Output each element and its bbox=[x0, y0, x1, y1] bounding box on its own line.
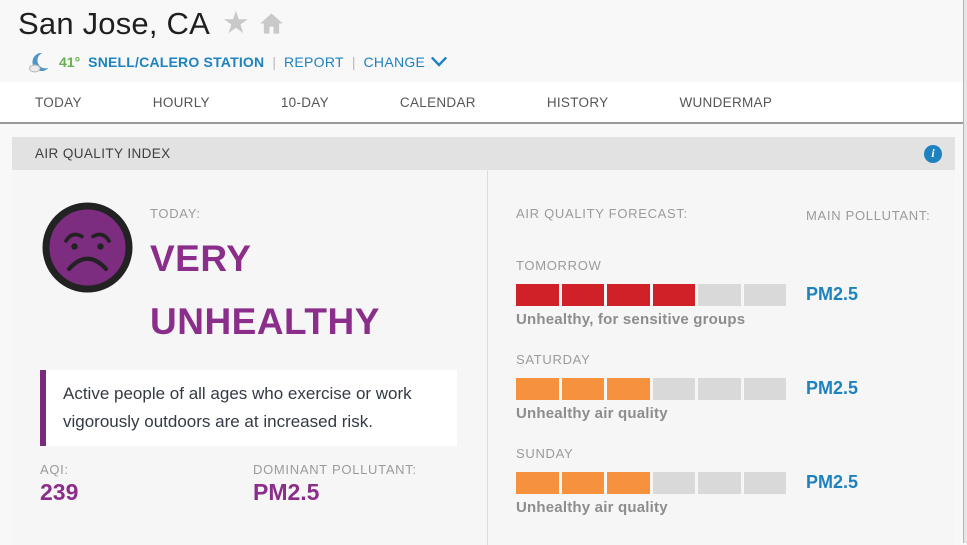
aqi-bar-segment bbox=[698, 378, 741, 400]
aqi-level-bar bbox=[516, 472, 786, 494]
station-name-link[interactable]: SNELL/CALERO STATION bbox=[88, 53, 265, 70]
aqi-bar-segment bbox=[516, 284, 559, 306]
forecast-main-pollutant: PM2.5 bbox=[806, 378, 859, 398]
aqi-bar-segment bbox=[652, 284, 695, 306]
aqi-value: 239 bbox=[40, 479, 79, 505]
forecast-row-sunday: SUNDAY Unhealthy air quality PM2.5 bbox=[516, 446, 945, 516]
location-row: San Jose, CA ★ bbox=[18, 3, 967, 45]
aqi-bar-segment bbox=[698, 472, 741, 494]
night-cloudy-icon bbox=[28, 52, 51, 73]
aqi-bar-segment bbox=[607, 378, 650, 400]
tab-calendar[interactable]: CALENDAR bbox=[399, 94, 476, 110]
forecast-row-saturday: SATURDAY Unhealthy air quality PM2.5 bbox=[516, 352, 945, 422]
chevron-down-icon bbox=[431, 56, 447, 67]
dominant-pollutant-value: PM2.5 bbox=[253, 479, 320, 505]
page-header: San Jose, CA ★ 41° SNELL/CALERO STATION … bbox=[0, 0, 967, 73]
today-label: TODAY: bbox=[150, 206, 201, 221]
module-body: TODAY: VERY UNHEALTHY Active people of a… bbox=[12, 170, 955, 545]
change-station-button[interactable]: CHANGE bbox=[364, 54, 448, 70]
aqi-bar-segment bbox=[743, 378, 786, 400]
change-link-label: CHANGE bbox=[363, 53, 426, 70]
separator: | bbox=[272, 53, 276, 70]
tab-hourly[interactable]: HOURLY bbox=[152, 94, 210, 110]
forecast-main-pollutant: PM2.5 bbox=[806, 284, 859, 304]
health-advisory: Active people of all ages who exercise o… bbox=[40, 370, 457, 446]
aqi-forecast-panel: AIR QUALITY FORECAST: MAIN POLLUTANT: TO… bbox=[488, 170, 955, 545]
aqi-bar-segment bbox=[561, 284, 604, 306]
favorite-star-icon[interactable]: ★ bbox=[221, 4, 250, 40]
tab-today[interactable]: TODAY bbox=[35, 94, 82, 110]
aqi-bar-segment bbox=[652, 378, 695, 400]
aqi-severity-text: VERY UNHEALTHY bbox=[150, 227, 380, 353]
info-icon[interactable]: i bbox=[924, 144, 942, 163]
aqi-level-bar bbox=[516, 378, 786, 400]
aqi-bar-segment bbox=[516, 472, 559, 494]
forecast-description: Unhealthy air quality bbox=[516, 405, 668, 422]
aqi-bar-segment bbox=[698, 284, 741, 306]
report-link[interactable]: REPORT bbox=[283, 53, 344, 70]
forecast-day: SATURDAY bbox=[516, 352, 591, 367]
module-title: AIR QUALITY INDEX bbox=[35, 146, 171, 161]
aqi-bar-segment bbox=[561, 378, 604, 400]
severity-line1: VERY bbox=[150, 238, 252, 279]
module-header: AIR QUALITY INDEX i bbox=[12, 137, 955, 170]
scrollbar[interactable] bbox=[963, 0, 967, 543]
today-aqi-panel: TODAY: VERY UNHEALTHY Active people of a… bbox=[12, 170, 488, 545]
forecast-day: SUNDAY bbox=[516, 446, 574, 461]
aqi-bar-segment bbox=[607, 284, 650, 306]
aqi-label: AQI: bbox=[40, 462, 69, 477]
severity-line2: UNHEALTHY bbox=[150, 301, 380, 342]
aqi-bar-segment bbox=[652, 472, 695, 494]
forecast-heading: AIR QUALITY FORECAST: bbox=[516, 206, 688, 221]
aqi-bar-segment bbox=[561, 472, 604, 494]
aqi-bar-segment bbox=[743, 472, 786, 494]
main-nav: TODAY HOURLY 10-DAY CALENDAR HISTORY WUN… bbox=[0, 82, 967, 124]
tab-10-day[interactable]: 10-DAY bbox=[280, 94, 329, 110]
very-unhealthy-face-icon bbox=[40, 200, 135, 300]
forecast-description: Unhealthy air quality bbox=[516, 499, 668, 516]
forecast-row-tomorrow: TOMORROW Unhealthy, for sensitive groups… bbox=[516, 258, 945, 328]
station-bar: 41° SNELL/CALERO STATION | REPORT | CHAN… bbox=[18, 45, 967, 73]
air-quality-module: AIR QUALITY INDEX i TODAY: VERY UNHEALTH… bbox=[12, 137, 955, 545]
forecast-day: TOMORROW bbox=[516, 258, 602, 273]
forecast-description: Unhealthy, for sensitive groups bbox=[516, 311, 746, 328]
home-icon[interactable] bbox=[258, 10, 285, 37]
separator: | bbox=[351, 53, 356, 70]
aqi-bar-segment bbox=[743, 284, 786, 306]
aqi-bar-segment bbox=[516, 378, 559, 400]
station-temperature: 41° bbox=[59, 53, 81, 70]
aqi-level-bar bbox=[516, 284, 786, 306]
forecast-main-pollutant: PM2.5 bbox=[806, 472, 859, 492]
tab-wundermap[interactable]: WUNDERMAP bbox=[679, 94, 773, 110]
main-pollutant-heading: MAIN POLLUTANT: bbox=[806, 208, 931, 223]
page-title: San Jose, CA bbox=[18, 6, 210, 41]
tab-history[interactable]: HISTORY bbox=[546, 94, 609, 110]
dominant-pollutant-label: DOMINANT POLLUTANT: bbox=[253, 462, 417, 477]
aqi-bar-segment bbox=[607, 472, 650, 494]
